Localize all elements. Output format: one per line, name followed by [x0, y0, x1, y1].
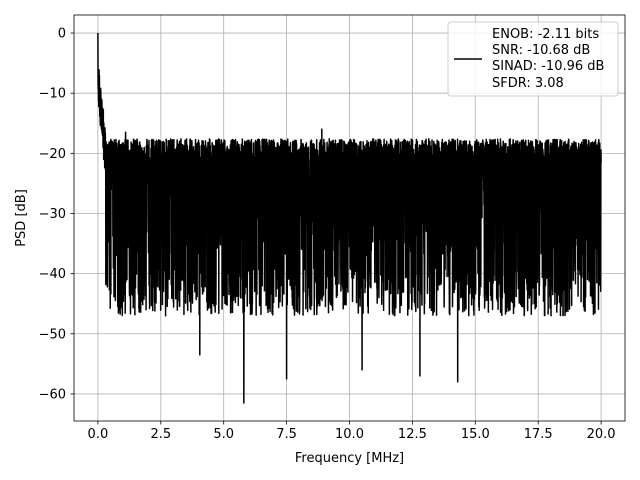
x-tick-label: 17.5	[524, 427, 553, 442]
x-tick-label: 5.0	[213, 427, 234, 442]
x-tick-label: 2.5	[150, 427, 171, 442]
y-tick-label: −30	[39, 207, 66, 222]
psd-series-line	[97, 33, 602, 404]
y-tick-label: −10	[39, 87, 66, 102]
x-tick-label: 10.0	[335, 427, 364, 442]
x-tick-label: 0.0	[88, 427, 109, 442]
x-tick-label: 12.5	[398, 427, 427, 442]
legend-line-snr: SNR: -10.68 dB	[492, 43, 590, 58]
psd-trace	[97, 33, 602, 404]
x-tick-label: 15.0	[461, 427, 490, 442]
x-tick-label: 20.0	[587, 427, 616, 442]
y-tick-label: −40	[39, 267, 66, 282]
y-tick-label: −50	[39, 327, 66, 342]
ticks: 0.0 2.5 5.0 7.5 10.0 12.5 15.0 17.5 20.0 0 −10 −20 −…	[39, 27, 616, 442]
x-tick-label: 7.5	[276, 427, 297, 442]
legend-line-sinad: SINAD: -10.96 dB	[492, 59, 604, 74]
legend-box	[447, 21, 619, 97]
y-axis-label: PSD [dB]	[14, 189, 29, 247]
y-tick-label: −60	[39, 387, 66, 402]
x-axis-label: Frequency [MHz]	[295, 451, 404, 466]
legend-line-enob: ENOB: -2.11 bits	[492, 27, 599, 42]
legend-line-sfdr: SFDR: 3.08	[492, 76, 564, 91]
legend: ENOB: -2.11 bits SNR: -10.68 dB SINAD: -…	[447, 21, 619, 97]
y-tick-label: −20	[39, 147, 66, 162]
y-tick-label: 0	[58, 27, 66, 42]
